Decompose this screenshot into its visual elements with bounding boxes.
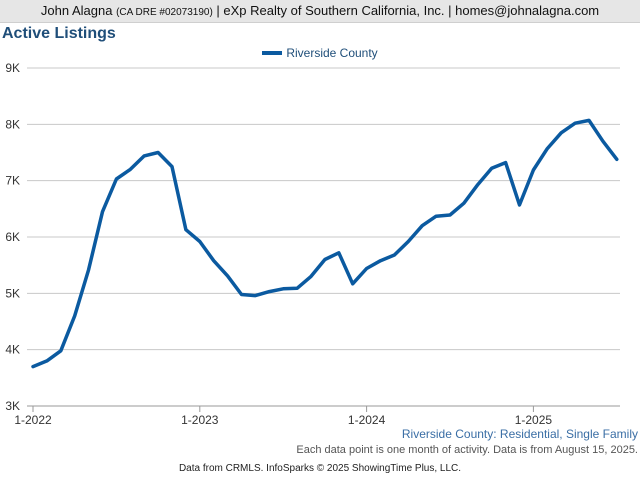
chart-title: Active Listings xyxy=(2,25,116,42)
chart-subtitle: Riverside County: Residential, Single Fa… xyxy=(401,427,638,441)
legend-swatch xyxy=(262,50,283,55)
chart-legend[interactable]: Riverside County xyxy=(0,45,640,61)
data-credit: Data from CRMLS. InfoSparks © 2025 Showi… xyxy=(178,463,462,474)
y-tick-label: 5K xyxy=(5,286,20,300)
y-tick-label: 7K xyxy=(5,174,20,188)
x-tick-label: 1-2023 xyxy=(181,413,219,427)
x-tick-label: 1-2024 xyxy=(348,413,386,427)
y-tick-label: 6K xyxy=(5,230,20,244)
agent-name: John Alagna xyxy=(40,3,113,18)
header-bar: John Alagna (CA DRE #02073190) | eXp Rea… xyxy=(0,0,640,23)
agent-company-email: | eXp Realty of Southern California, Inc… xyxy=(216,3,600,18)
y-tick-label: 9K xyxy=(5,61,20,75)
y-tick-label: 3K xyxy=(5,399,20,413)
agent-license: (CA DRE #02073190) xyxy=(116,7,213,18)
x-tick-label: 1-2022 xyxy=(14,413,52,427)
series-line-riverside-county xyxy=(31,118,619,369)
y-tick-label: 4K xyxy=(5,343,20,357)
data-note: Each data point is one month of activity… xyxy=(296,444,638,456)
x-tick-label: 1-2025 xyxy=(515,413,553,427)
legend-label: Riverside County xyxy=(286,46,378,60)
y-tick-label: 8K xyxy=(5,117,20,131)
